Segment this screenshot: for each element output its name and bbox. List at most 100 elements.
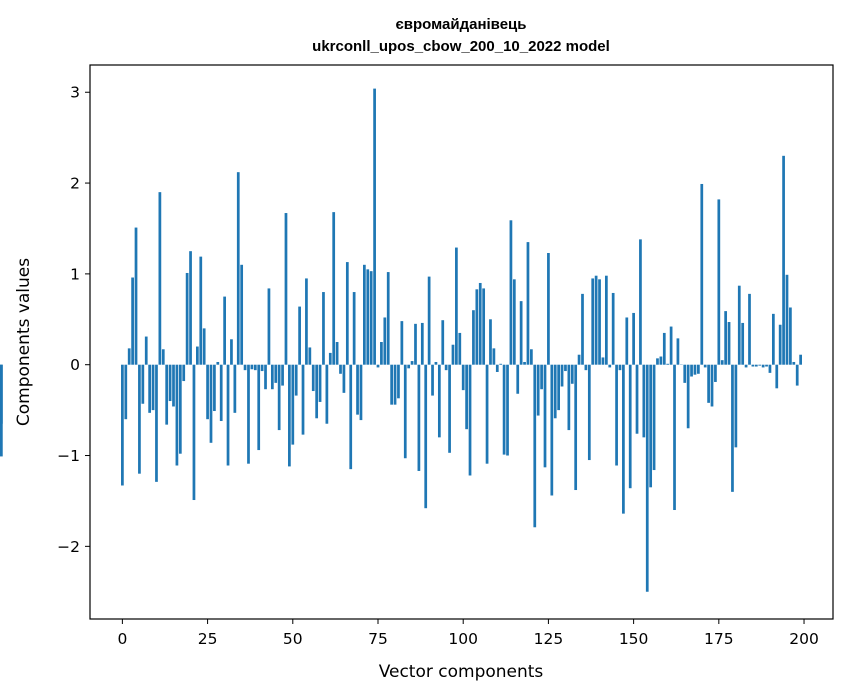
- y-axis-ticks: −2 −1 0 1 2 3: [57, 84, 90, 556]
- bar-129: [560, 364, 564, 387]
- bar-24: [202, 328, 206, 365]
- bar-139: [594, 275, 598, 365]
- bar-149: [628, 364, 632, 489]
- bar-111: [499, 363, 503, 365]
- bar-177: [724, 311, 728, 365]
- bar-184: [748, 293, 751, 365]
- bar-113: [506, 364, 509, 456]
- bar-109: [492, 348, 496, 365]
- bar-91: [431, 364, 434, 396]
- bar-74: [373, 88, 376, 365]
- bar-52: [298, 306, 301, 365]
- bar-195: [785, 274, 789, 365]
- bar-190: [768, 364, 772, 373]
- bar-157: [656, 358, 659, 365]
- bar-174: [714, 364, 717, 382]
- bar-103: [472, 310, 475, 365]
- bar-137: [587, 364, 591, 461]
- bar-71: [363, 264, 366, 365]
- bar-127: [553, 364, 557, 419]
- x-tick-label: 50: [283, 630, 303, 648]
- x-tick-label: 125: [534, 630, 564, 648]
- bar-153: [642, 364, 646, 438]
- x-tick-label: 0: [117, 630, 127, 648]
- bar-20: [189, 251, 192, 365]
- bar-41: [260, 364, 264, 372]
- bar-135: [581, 293, 584, 365]
- bar-7: [144, 336, 148, 365]
- bar-63: [335, 342, 339, 365]
- bar-14: [168, 364, 172, 402]
- bar-12: [161, 349, 165, 365]
- bar-110: [495, 364, 499, 372]
- bar-192: [775, 364, 779, 389]
- bar-97: [451, 344, 455, 365]
- bar-22: [196, 346, 199, 365]
- y-tick-label: 0: [70, 356, 80, 374]
- bar-142: [604, 275, 608, 365]
- bar-19: [185, 272, 189, 365]
- bar-33: [233, 364, 237, 413]
- bar-80: [393, 364, 397, 405]
- x-tick-label: 25: [198, 630, 218, 648]
- bar-6: [141, 364, 145, 404]
- bar-165: [683, 364, 687, 383]
- bar-10: [155, 364, 158, 482]
- bar-119: [526, 242, 530, 365]
- bar-83: [403, 364, 407, 459]
- bar-series: [0, 88, 802, 592]
- bar-0: [121, 364, 124, 486]
- bar-78: [386, 272, 390, 365]
- bar-75: [376, 364, 380, 368]
- bar-59: [322, 292, 325, 365]
- bar-82: [400, 321, 404, 365]
- bar-175: [717, 199, 721, 365]
- bar-40: [257, 364, 261, 451]
- y-tick-label: 3: [70, 84, 80, 102]
- x-tick-label: 200: [789, 630, 819, 648]
- bar-167: [690, 364, 693, 377]
- bar-118: [523, 361, 526, 365]
- bar-9: [151, 364, 155, 411]
- bar-197: [792, 361, 796, 365]
- bar-171: [703, 364, 707, 368]
- bar-96: [448, 364, 451, 453]
- bar-undefined: [0, 364, 3, 457]
- bar-62: [332, 212, 336, 365]
- bar-92: [434, 361, 438, 365]
- bar-72: [366, 269, 370, 365]
- bar-81: [397, 364, 400, 399]
- bar-162: [673, 364, 676, 511]
- bar-3: [131, 277, 134, 365]
- bar-133: [574, 364, 578, 491]
- bar-143: [608, 364, 612, 368]
- bar-140: [598, 279, 601, 365]
- bar-136: [584, 364, 588, 371]
- bar-150: [632, 312, 635, 365]
- bar-27: [213, 364, 216, 412]
- bar-26: [209, 364, 213, 443]
- bar-176: [720, 360, 724, 365]
- bar-159: [662, 332, 666, 365]
- bar-5: [138, 364, 141, 474]
- bar-84: [407, 364, 411, 369]
- bar-39: [253, 364, 257, 371]
- bar-100: [461, 364, 465, 391]
- bar-1: [124, 364, 128, 420]
- bar-132: [570, 364, 574, 384]
- bar-66: [345, 262, 349, 365]
- bar-65: [342, 364, 346, 393]
- bar-43: [267, 288, 271, 365]
- bar-104: [475, 289, 479, 365]
- bar-193: [778, 324, 782, 365]
- bar-105: [478, 282, 482, 365]
- bar-2: [127, 348, 131, 365]
- bar-134: [577, 354, 581, 365]
- bar-86: [414, 323, 417, 365]
- bar-151: [635, 364, 639, 434]
- bar-188: [761, 364, 765, 368]
- chart-title-line-1: євромайданівець: [396, 16, 527, 33]
- bar-108: [489, 319, 492, 365]
- bar-49: [288, 364, 291, 467]
